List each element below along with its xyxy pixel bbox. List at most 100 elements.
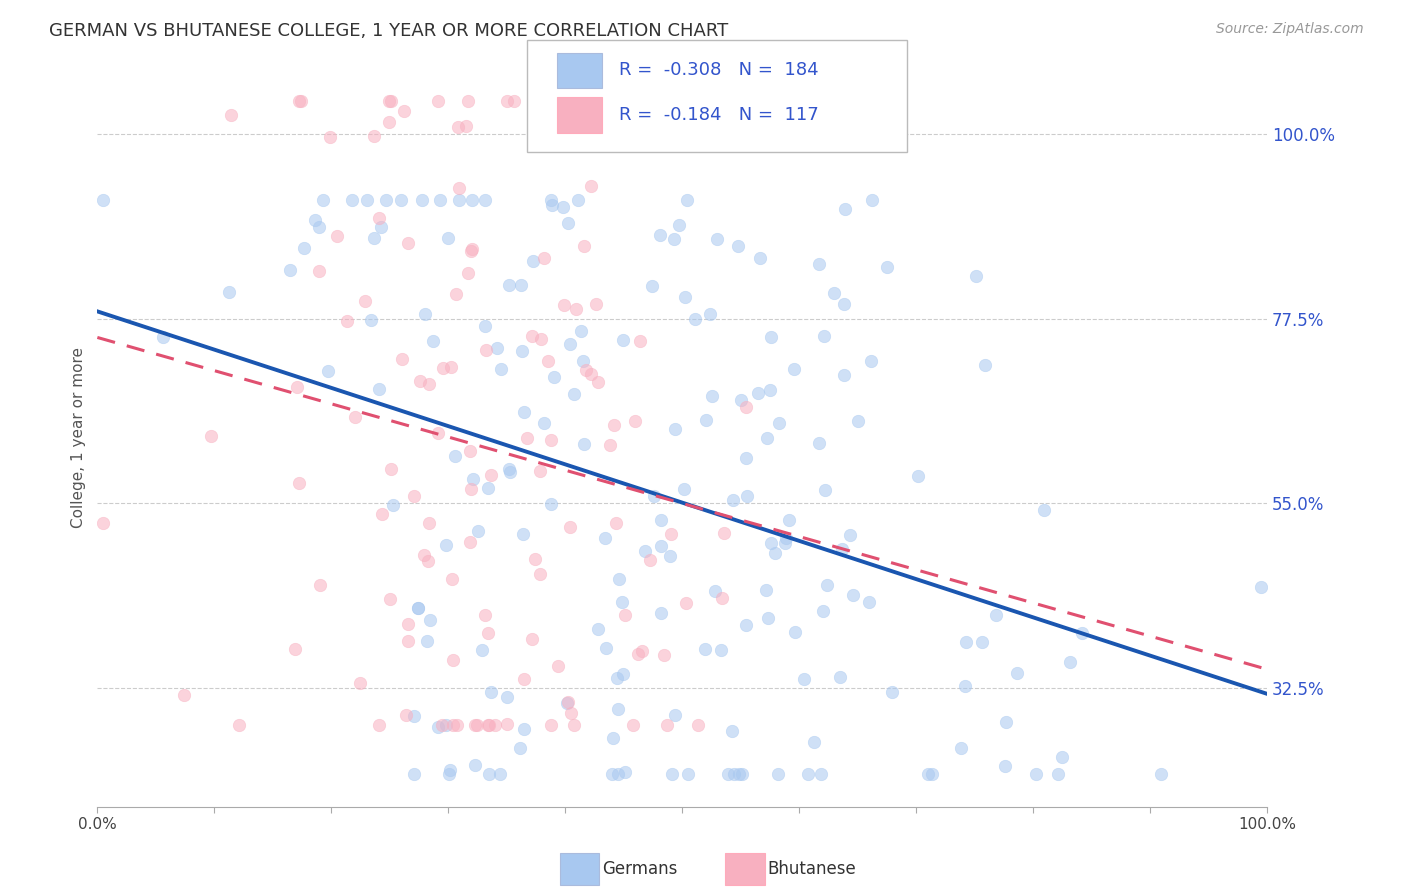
Point (336, 313, 359, 327)
Point (650, 539, 672, 553)
Point (1250, 581, 1272, 595)
Point (402, 489, 425, 503)
Point (803, 735, 825, 749)
Point (443, 653, 465, 667)
Point (595, 641, 617, 656)
Point (530, 332, 553, 346)
Point (756, 611, 779, 625)
Point (152, 329, 174, 343)
Point (662, 232, 685, 246)
Point (380, 592, 402, 607)
Point (478, 718, 501, 732)
Point (446, 718, 468, 732)
Point (512, 527, 534, 541)
Point (495, 95, 517, 109)
Point (413, 307, 436, 321)
Point (564, 301, 586, 316)
Point (815, 578, 838, 592)
Point (607, 572, 630, 586)
Point (693, 642, 716, 657)
Point (673, 290, 696, 304)
Point (782, 361, 804, 376)
Point (842, 588, 865, 602)
Point (569, 324, 592, 338)
Point (396, 616, 419, 631)
Point (586, 375, 609, 389)
Point (711, 591, 734, 605)
Point (353, 294, 375, 309)
Point (418, 516, 440, 531)
Point (378, 95, 401, 109)
Point (406, 600, 429, 615)
Point (668, 219, 690, 233)
Point (406, 600, 429, 615)
Point (600, 767, 623, 781)
Point (540, 718, 562, 732)
Point (955, 635, 977, 649)
Point (540, 193, 562, 207)
Point (496, 690, 519, 704)
Point (219, 108, 242, 122)
Point (727, 239, 749, 253)
Text: R =  -0.308   N =  184: R = -0.308 N = 184 (619, 62, 818, 79)
Point (917, 767, 939, 781)
Point (731, 767, 754, 781)
Point (778, 513, 800, 527)
Point (509, 741, 531, 756)
Point (783, 625, 806, 640)
Point (734, 618, 756, 632)
Point (499, 465, 522, 479)
Point (673, 482, 696, 496)
Point (437, 231, 460, 245)
Point (513, 672, 536, 686)
Point (360, 312, 382, 326)
Point (834, 202, 856, 216)
Point (533, 416, 555, 430)
Point (557, 216, 579, 230)
Point (426, 95, 449, 109)
Point (479, 467, 502, 482)
Point (607, 767, 630, 781)
Point (612, 666, 634, 681)
Point (292, 241, 315, 255)
Point (949, 741, 972, 756)
Point (621, 718, 644, 732)
Point (368, 718, 391, 732)
Point (735, 450, 758, 465)
Point (759, 383, 782, 397)
Point (402, 709, 425, 723)
Point (540, 434, 562, 448)
Point (831, 542, 853, 557)
Point (173, 688, 195, 702)
Point (474, 607, 496, 622)
Point (396, 634, 419, 648)
Point (723, 767, 745, 781)
Point (479, 684, 502, 698)
Point (575, 363, 598, 377)
Point (464, 718, 486, 732)
Point (755, 582, 778, 597)
Point (370, 220, 392, 235)
Point (1025, 767, 1047, 781)
Point (488, 767, 510, 781)
Point (859, 354, 882, 368)
Point (319, 129, 342, 144)
Point (498, 462, 520, 476)
Point (218, 285, 240, 299)
Point (650, 228, 672, 243)
Point (921, 767, 943, 781)
Point (522, 254, 544, 268)
Point (461, 472, 484, 486)
Point (416, 554, 439, 568)
Point (284, 642, 307, 657)
Point (606, 671, 628, 685)
Point (994, 758, 1017, 772)
Point (308, 264, 330, 278)
Point (735, 489, 758, 503)
Point (522, 632, 544, 646)
Point (434, 538, 457, 552)
Point (457, 95, 479, 109)
Point (747, 386, 769, 401)
Point (474, 319, 496, 334)
Point (547, 659, 569, 673)
